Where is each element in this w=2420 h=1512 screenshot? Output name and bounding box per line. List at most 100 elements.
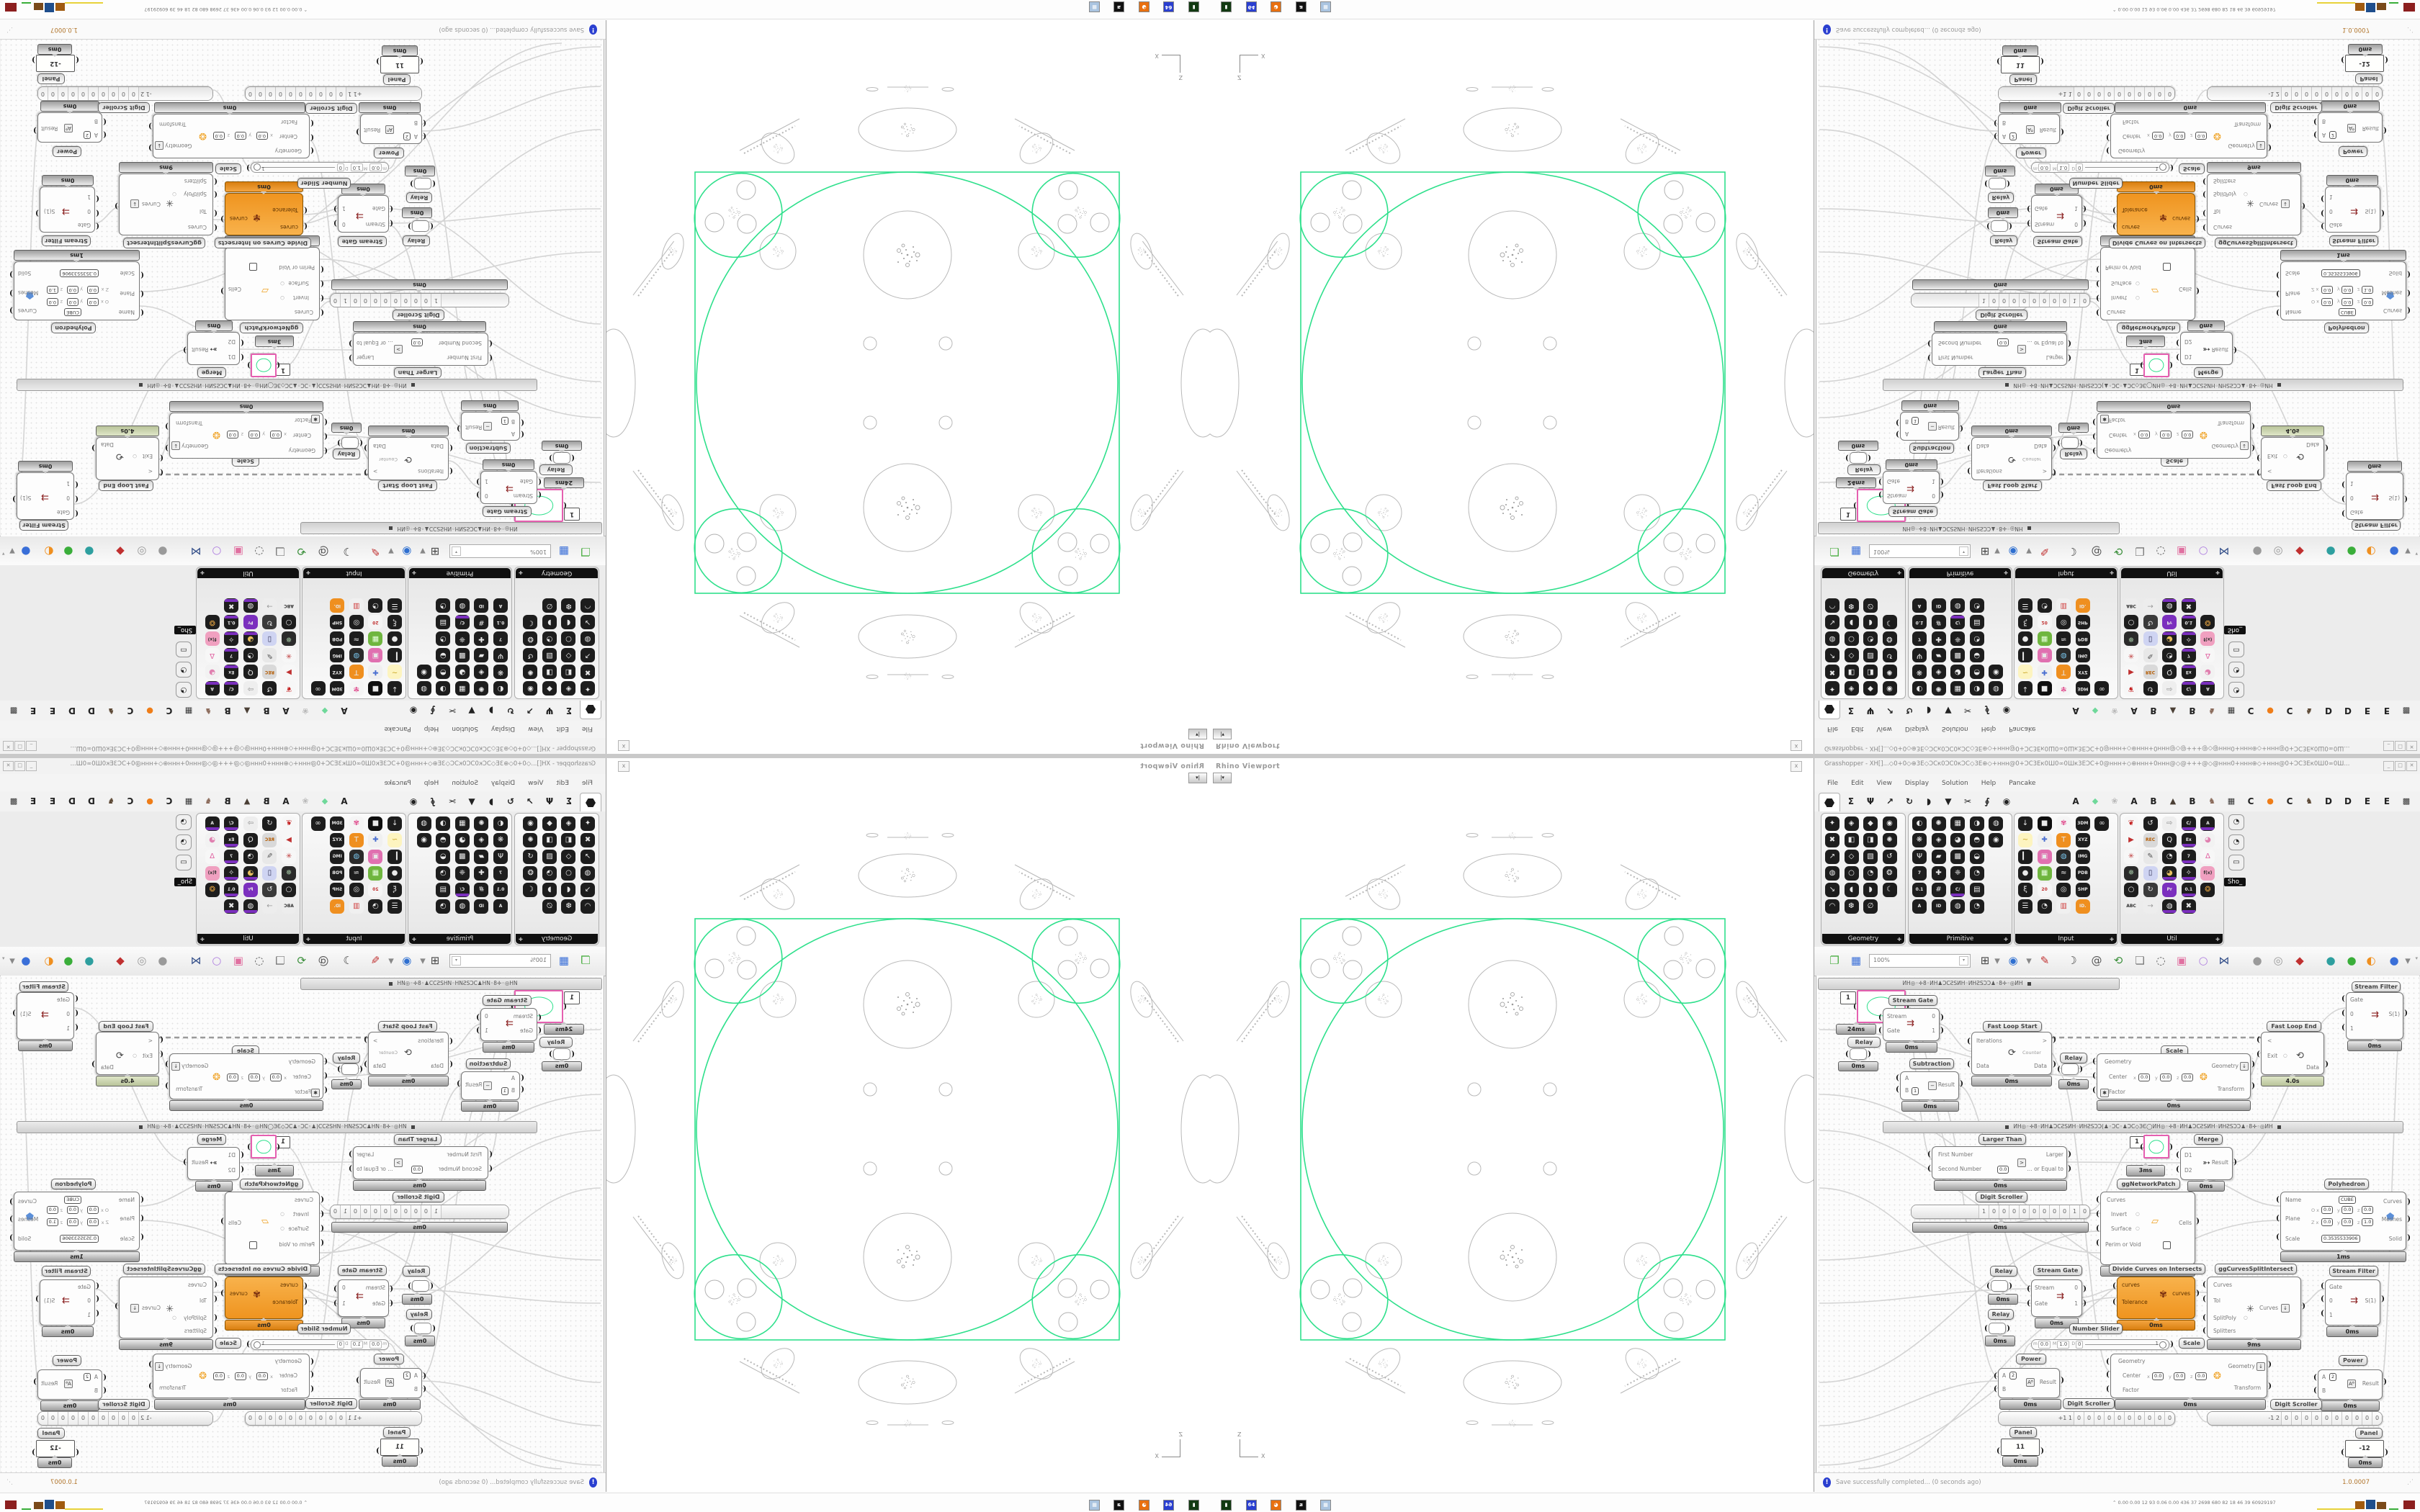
- input-port[interactable]: (: [2202, 1314, 2206, 1322]
- panel-node[interactable]: 11(): [1996, 1439, 2044, 1456]
- component-44[interactable]: Gate 0 1 ⇉ S(1)(((): [35, 1279, 99, 1326]
- scroller-digit[interactable]: 0: [2079, 294, 2089, 307]
- scroller-digit[interactable]: 0: [2029, 1205, 2039, 1218]
- name-tag-stream-filter[interactable]: Stream Filter: [42, 235, 91, 246]
- input-port[interactable]: (: [2202, 190, 2206, 198]
- menu-item-edit[interactable]: Edit: [1851, 780, 1864, 787]
- palette-icon-extra-2[interactable]: ▭: [2228, 855, 2244, 870]
- input-port[interactable]: (: [2341, 1024, 2345, 1032]
- tab-plugin-8[interactable]: ▦: [2227, 796, 2236, 806]
- input-port[interactable]: (: [304, 206, 308, 214]
- component-21[interactable]: Gate 0 1 ⇉ S(1)(((): [2341, 992, 2408, 1040]
- name-tag-power[interactable]: Power: [53, 1355, 81, 1366]
- resize-grip[interactable]: ⋰: [2407, 1479, 2414, 1486]
- value-chip[interactable]: 0.0: [86, 298, 99, 306]
- input-port[interactable]: (: [2257, 1036, 2260, 1044]
- scroller-digit[interactable]: 1: [341, 294, 351, 307]
- scroller-digit[interactable]: 0: [256, 1412, 266, 1425]
- input-port[interactable]: (: [103, 117, 107, 125]
- scroller-digit[interactable]: 0: [2321, 87, 2331, 100]
- number-slider-node[interactable]: m 0.0 M 1.0 D 0 1): [2031, 162, 2174, 173]
- scroller-digit[interactable]: 0: [361, 1205, 371, 1218]
- input-port[interactable]: (: [521, 430, 524, 438]
- palette-icon-primitive-2-3[interactable]: ◒: [1969, 850, 1984, 864]
- value-chip[interactable]: 0.0: [256, 132, 268, 140]
- component-56[interactable]: A 2 B Aᴮ Result((): [1994, 114, 2064, 144]
- toolbar-icon-20[interactable]: ●: [2347, 954, 2357, 967]
- value-chip[interactable]: 0.0: [2152, 132, 2164, 140]
- value-chip[interactable]: 2: [403, 132, 411, 140]
- output-port[interactable]: ): [2040, 57, 2044, 65]
- toolbar-icon-5[interactable]: ◉: [2008, 954, 2018, 967]
- output-port[interactable]: ): [246, 163, 250, 171]
- palette-icon-input-2-1[interactable]: ▣: [2037, 850, 2052, 864]
- slider-param-value[interactable]: 1.0: [2057, 1341, 2070, 1349]
- scroller-digit[interactable]: 0: [2084, 87, 2094, 100]
- component-24[interactable]: First Number Second Number 0.0 > Larger... o…: [1927, 333, 2071, 366]
- input-port[interactable]: (: [2276, 308, 2280, 316]
- floppy-64-icon[interactable]: 64: [1163, 1, 1174, 12]
- input-port[interactable]: (: [2257, 454, 2260, 462]
- palette-icon-input-0-1[interactable]: ■: [2037, 816, 2052, 831]
- input-port[interactable]: (: [2096, 1196, 2099, 1204]
- component-56[interactable]: A 2 B Aᴮ Result((): [356, 114, 426, 144]
- toolbar-icon-3[interactable]: ⊞: [1980, 954, 1990, 967]
- value-chip[interactable]: CUBE: [2339, 1196, 2356, 1204]
- scroller-digit[interactable]: 0: [2124, 87, 2134, 100]
- name-tag-relay[interactable]: Relay: [406, 192, 432, 203]
- output-port[interactable]: ): [2385, 1449, 2388, 1457]
- scroller-digit[interactable]: 0: [316, 1412, 326, 1425]
- slider-knob[interactable]: [254, 1341, 261, 1349]
- component-10[interactable]: A B 1− Result((): [1896, 412, 1963, 441]
- output-port[interactable]: ): [2083, 219, 2087, 227]
- pin-icon[interactable]: [411, 1125, 415, 1129]
- component-58[interactable]: A 2 B Aᴮ Result((): [33, 112, 107, 143]
- taskbar-tile-0[interactable]: [2317, 1508, 2355, 1510]
- menu-item-solution[interactable]: Solution: [1942, 780, 1968, 787]
- input-port[interactable]: (: [1927, 1165, 1931, 1173]
- palette-icon-input-1-1[interactable]: ✚: [2037, 833, 2052, 847]
- input-port[interactable]: (: [1986, 1282, 1990, 1290]
- input-port[interactable]: (: [1994, 1385, 1997, 1393]
- slider-param-value[interactable]: 0: [336, 1341, 345, 1349]
- palette-icon-util-5-3[interactable]: ✖: [2181, 899, 2196, 914]
- slider-param-value[interactable]: 1.0: [350, 1341, 363, 1349]
- palette-icon-primitive-3-1[interactable]: ✚: [1931, 866, 1946, 881]
- input-port[interactable]: (: [390, 219, 393, 227]
- slider-param-value[interactable]: 0.0: [2038, 1341, 2051, 1349]
- tab-icon-0[interactable]: Σ: [1847, 796, 1855, 806]
- input-port[interactable]: (: [2140, 361, 2143, 369]
- taskbar-tile-4[interactable]: [2389, 1508, 2398, 1510]
- panel-node[interactable]: 11(): [376, 56, 424, 73]
- scroller-digit[interactable]: 0: [109, 1412, 119, 1425]
- name-tag-ggcurvessplitintersect[interactable]: ggCurvesSplitIntersect: [123, 238, 205, 248]
- toolbar-icon-10[interactable]: ⟲: [2113, 954, 2123, 967]
- input-port[interactable]: (: [2027, 219, 2030, 227]
- name-tag-stream-filter[interactable]: Stream Filter: [42, 1266, 91, 1277]
- input-port[interactable]: (: [96, 1295, 99, 1303]
- input-port[interactable]: (: [2313, 1374, 2317, 1382]
- component-33[interactable]: D1 D2 ➳ Result((): [183, 1147, 244, 1180]
- relay-node[interactable]: (): [1986, 220, 2012, 232]
- scroller-groove[interactable]: [1912, 294, 1978, 307]
- component-40[interactable]: Curves Tol ✳ Curves ↓ SplitPoly ○ Splitters((((…: [115, 1277, 218, 1338]
- palette-icon-geometry-3-3[interactable]: ❂: [1882, 866, 1897, 881]
- panel-node[interactable]: -12(): [2341, 1440, 2388, 1457]
- component-56[interactable]: A 2 B Aᴮ Result((): [1994, 1368, 2064, 1398]
- output-port[interactable]: ): [457, 424, 460, 432]
- name-tag-power[interactable]: Power: [2016, 1354, 2046, 1364]
- name-tag-relay[interactable]: Relay: [406, 1309, 432, 1320]
- palette-icon-input-0-2[interactable]: ✾: [2056, 816, 2071, 831]
- input-port[interactable]: (: [140, 308, 144, 316]
- input-port[interactable]: (: [75, 480, 79, 488]
- component-10[interactable]: A B 1− Result((): [457, 412, 524, 441]
- toolbar-icon-23[interactable]: ▾: [2405, 954, 2411, 967]
- arrow-app-icon[interactable]: ⱥ: [1296, 1, 1307, 12]
- taskbar-tile-1[interactable]: [55, 1501, 65, 1509]
- scroller-digit[interactable]: 0: [2352, 87, 2362, 100]
- scroller-digit[interactable]: 0: [306, 1412, 316, 1425]
- palette-icon-util-0-2[interactable]: ⇨: [2162, 816, 2177, 831]
- palette-icon-input-5-2[interactable]: ▥: [2056, 899, 2071, 914]
- value-chip[interactable]: 0.0: [411, 338, 423, 346]
- scroller-digit[interactable]: 0: [391, 1205, 401, 1218]
